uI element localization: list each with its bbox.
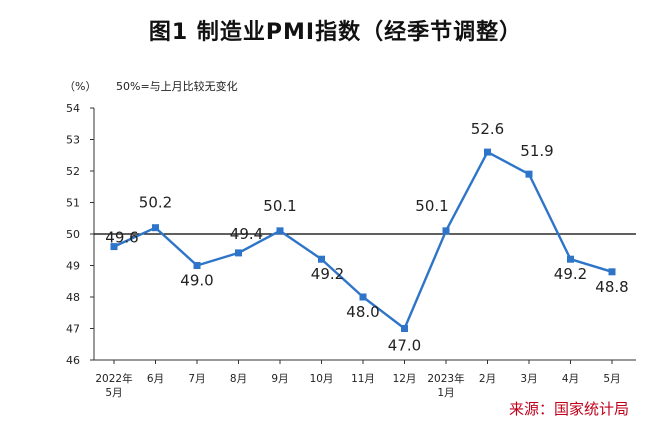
x-tick-label: 9月 [271, 373, 288, 385]
data-point [193, 262, 201, 269]
x-tick-label: 2月 [479, 373, 496, 385]
data-point [442, 227, 450, 235]
source-note: 来源：国家统计局 [508, 400, 629, 418]
data-point [152, 224, 159, 232]
data-label: 51.9 [520, 142, 553, 160]
x-tick-label: 12月 [393, 373, 417, 385]
data-point [608, 268, 616, 276]
y-tick-label: 48 [66, 291, 80, 304]
data-label: 49.2 [554, 265, 587, 283]
y-tick-label: 54 [66, 102, 80, 115]
x-tick-label: 5月 [603, 373, 620, 385]
x-tick-label: 10月 [310, 373, 334, 385]
data-point [110, 243, 118, 251]
x-tick-label: 8月 [230, 373, 247, 385]
y-tick-label: 50 [66, 228, 80, 241]
y-tick-label: 53 [66, 134, 80, 147]
chart-title: 图1 制造业PMI指数（经季节调整） [148, 20, 523, 45]
data-label: 49.0 [180, 272, 213, 290]
data-point [484, 148, 491, 156]
x-tick-label: 1月 [437, 387, 454, 399]
x-tick-label: 4月 [562, 373, 579, 385]
y-tick-label: 51 [66, 197, 80, 210]
data-point [276, 227, 284, 235]
data-point [235, 249, 242, 257]
x-tick-label: 6月 [147, 373, 164, 385]
reference-note: 50%=与上月比较无变化 [116, 79, 238, 93]
data-point [525, 170, 533, 178]
data-label: 50.1 [415, 197, 448, 215]
x-tick-label: 3月 [520, 373, 537, 385]
data-point [401, 325, 408, 332]
data-label: 49.4 [230, 225, 263, 243]
data-point [318, 255, 325, 263]
data-point [567, 255, 574, 263]
data-point [359, 293, 367, 301]
y-axis-label: （%） [64, 80, 96, 93]
x-tick-label: 7月 [188, 373, 205, 385]
x-tick-label: 5月 [105, 387, 122, 399]
data-label: 48.8 [595, 278, 628, 296]
y-tick-label: 46 [66, 354, 80, 367]
x-tick-label: 2023年 [427, 372, 464, 385]
data-label: 49.2 [311, 265, 344, 283]
data-label: 52.6 [471, 120, 504, 138]
data-label: 47.0 [388, 337, 421, 355]
data-label: 48.0 [346, 303, 379, 321]
y-tick-label: 49 [66, 260, 80, 273]
data-label: 50.2 [139, 194, 172, 212]
x-tick-label: 2022年 [95, 372, 132, 385]
y-tick-label: 47 [66, 323, 80, 336]
data-label: 49.6 [105, 229, 138, 247]
y-tick-label: 52 [66, 165, 80, 178]
data-label: 50.1 [263, 197, 296, 215]
x-tick-label: 11月 [351, 373, 375, 385]
